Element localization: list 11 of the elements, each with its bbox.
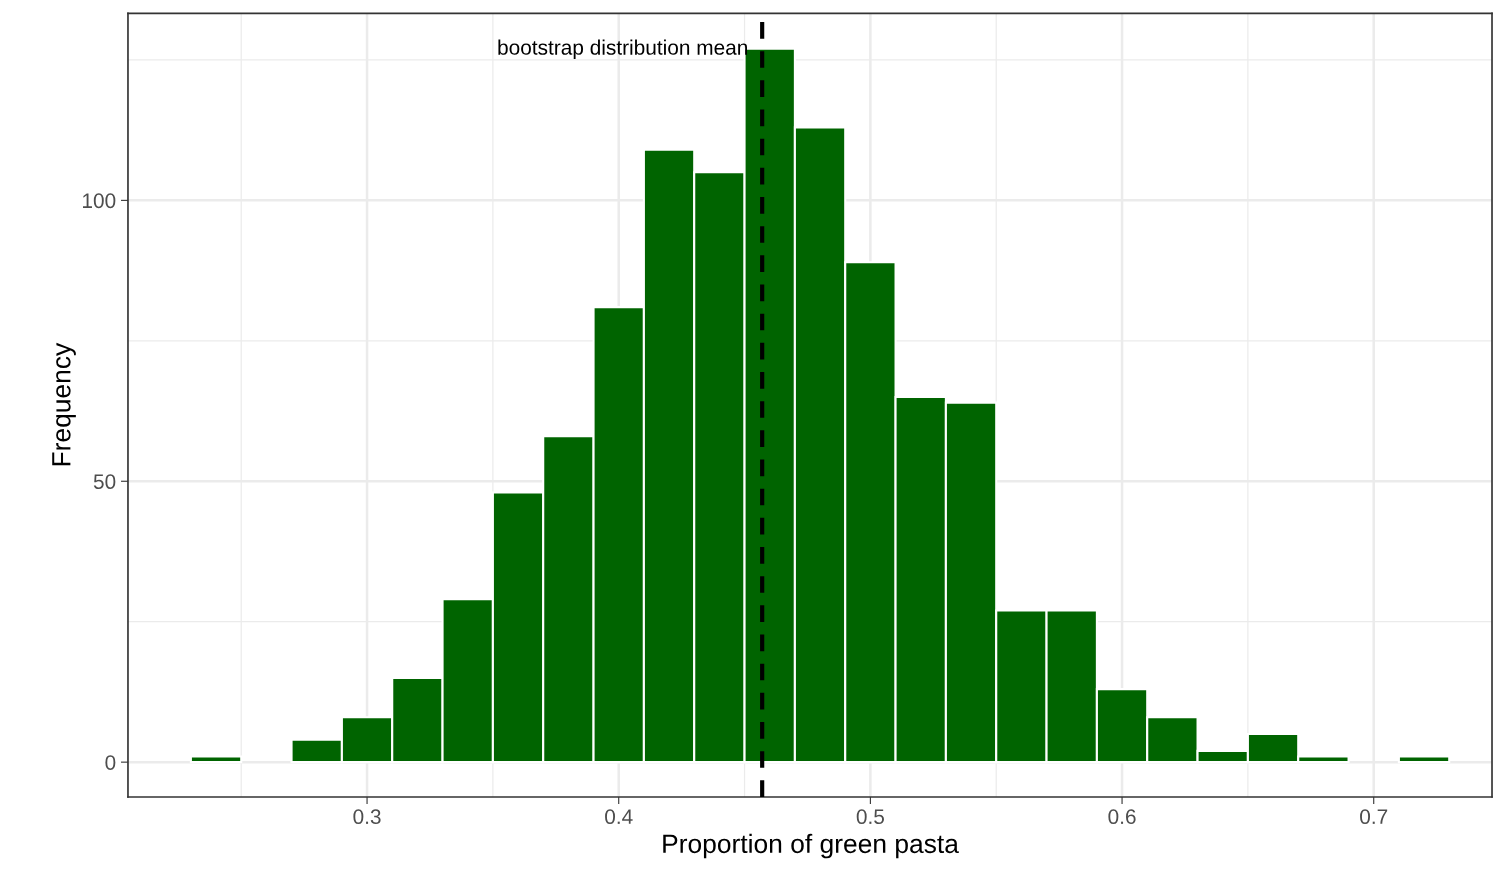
ref-line-label: bootstrap distribution mean	[498, 39, 747, 59]
x-axis-title: Proportion of green pasta	[663, 833, 959, 859]
y-axis-title: Frequency	[52, 342, 76, 466]
x-tick-label: 0.7	[1360, 809, 1388, 825]
x-tick-label: 0.6	[1108, 809, 1136, 825]
y-tick-label: 0	[105, 755, 116, 770]
x-tick-label: 0.3	[353, 809, 381, 825]
y-tick-label: 50	[93, 474, 116, 490]
x-tick-label: 0.5	[856, 809, 884, 825]
y-tick-label: 100	[83, 193, 116, 209]
x-tick-label: 0.4	[605, 809, 633, 825]
